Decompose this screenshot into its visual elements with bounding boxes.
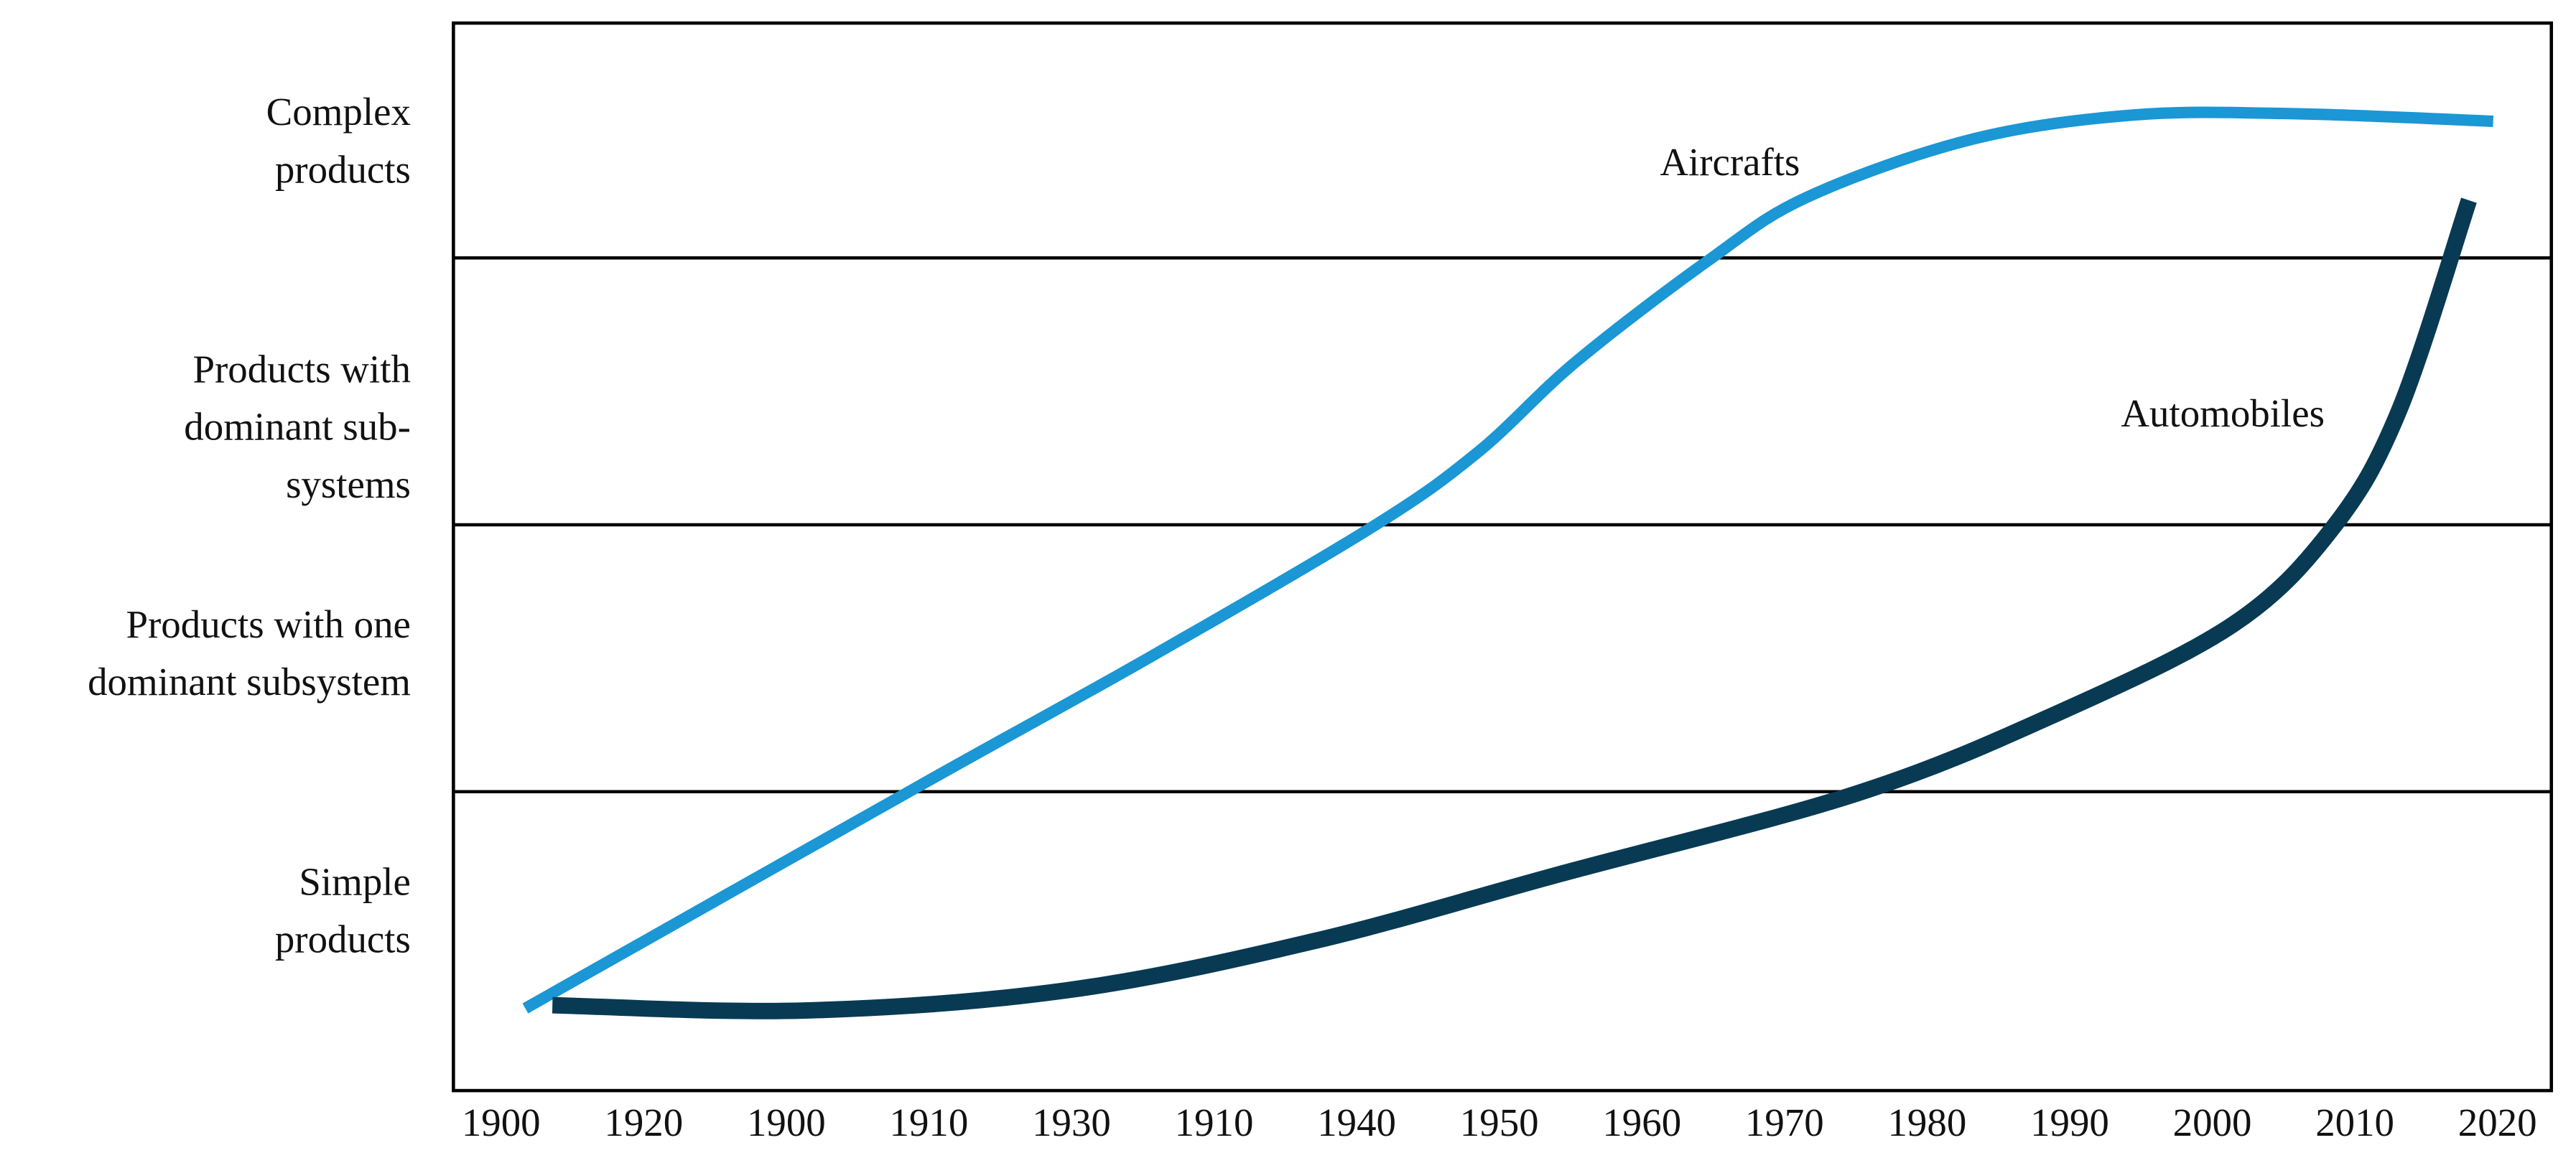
x-tick-label: 2010 xyxy=(2315,1101,2394,1144)
x-tick-label: 1970 xyxy=(1745,1101,1824,1144)
x-tick-label: 1960 xyxy=(1602,1101,1681,1144)
x-tick-label: 1940 xyxy=(1317,1101,1396,1144)
x-tick-label: 1920 xyxy=(604,1101,683,1144)
x-tick-label: 2000 xyxy=(2173,1101,2252,1144)
x-tick-label: 1980 xyxy=(1887,1101,1966,1144)
band-label: dominant subsystem xyxy=(88,660,411,704)
x-tick-label: 1950 xyxy=(1460,1101,1539,1144)
series-line xyxy=(552,197,2477,1019)
x-tick-label: 1900 xyxy=(462,1101,541,1144)
x-tick-label: 1990 xyxy=(2030,1101,2109,1144)
x-tick-label: 2020 xyxy=(2458,1101,2537,1144)
band-label: Complex xyxy=(266,90,411,134)
band-label: products xyxy=(275,147,411,191)
band-label: dominant sub- xyxy=(184,405,411,449)
x-tick-label: 1910 xyxy=(890,1101,969,1144)
band-label: Products with one xyxy=(126,602,411,646)
band-label: Simple xyxy=(299,859,411,903)
band-label: products xyxy=(275,917,411,961)
x-tick-label: 1910 xyxy=(1175,1101,1254,1144)
x-tick-label: 1900 xyxy=(747,1101,826,1144)
series-label: Automobiles xyxy=(2121,391,2325,435)
series-line xyxy=(522,106,2494,1014)
band-label: Products with xyxy=(192,347,410,391)
band-label: systems xyxy=(286,462,411,506)
series-label: Aircrafts xyxy=(1660,140,1800,184)
plot-frame xyxy=(452,21,2553,1093)
x-tick-label: 1930 xyxy=(1032,1101,1111,1144)
